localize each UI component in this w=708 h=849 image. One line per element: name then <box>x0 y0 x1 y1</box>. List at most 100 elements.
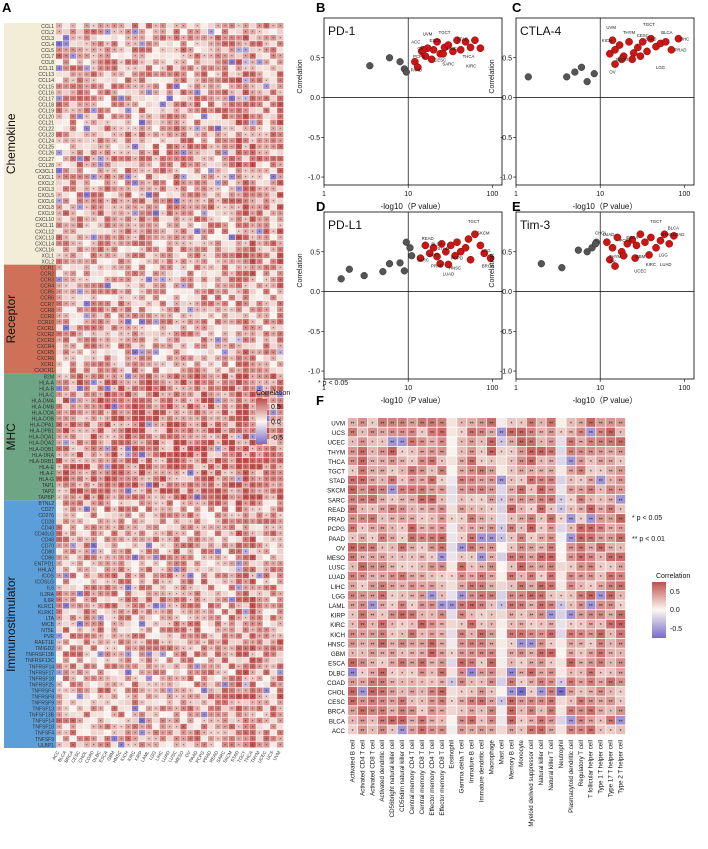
heatmap-a-cell <box>104 131 111 138</box>
heatmap-a-cell <box>62 77 70 83</box>
gene-label: HLA-B <box>39 386 54 392</box>
heatmap-a-cell <box>76 445 84 452</box>
heatmap-a-cell <box>145 41 153 47</box>
sig-mark: * <box>65 66 67 71</box>
heatmap-a-cell <box>83 41 90 47</box>
heatmap-a-cell <box>56 125 63 132</box>
heatmap-a-cell <box>277 149 284 156</box>
heatmap-a-cell <box>228 77 236 83</box>
sig-mark: * <box>279 24 281 29</box>
heatmap-a-cell <box>270 59 277 65</box>
heatmap-a-cell <box>166 518 173 524</box>
heatmap-a-cell <box>145 512 153 518</box>
heatmap-a-cell <box>249 71 256 77</box>
sig-mark: * <box>127 66 129 71</box>
heatmap-a-cell <box>159 89 166 95</box>
sig-mark: * <box>259 36 261 41</box>
heatmap-a-cell <box>180 77 187 83</box>
heatmap-a-cell <box>242 155 249 162</box>
heatmap-a-cell <box>249 29 256 35</box>
sig-mark: * <box>72 66 74 71</box>
heatmap-a-cell <box>270 204 277 210</box>
sig-mark: * <box>79 48 81 53</box>
heatmap-a-cell <box>249 313 256 319</box>
heatmap-a-cell <box>242 306 249 313</box>
heatmap-a-cell <box>208 282 215 289</box>
heatmap-a-cell <box>111 355 118 361</box>
heatmap-a-cell <box>208 343 215 349</box>
heatmap-a-cell <box>104 349 111 355</box>
gene-label: CCL24 <box>38 139 54 145</box>
gene-label: CXCL2 <box>38 181 54 187</box>
sig-mark: * <box>86 42 88 47</box>
sig-mark: * <box>176 60 178 65</box>
heatmap-a-cell <box>97 355 104 361</box>
sig-mark: * <box>197 30 199 35</box>
heatmap-a-cell <box>83 65 90 71</box>
heatmap-a-cell <box>270 192 277 198</box>
heatmap-a-cell <box>125 29 132 35</box>
sig-mark: * <box>141 36 143 41</box>
heatmap-a-cell <box>194 113 201 120</box>
heatmap-a-cell <box>111 47 118 53</box>
sig-mark: * <box>279 54 281 59</box>
sig-mark: * <box>245 78 247 83</box>
heatmap-a-cell <box>90 180 97 186</box>
heatmap-a-cell <box>69 23 77 29</box>
gene-label: HLA-DOA <box>32 411 55 417</box>
gene-label: TNFSF14 <box>32 719 54 725</box>
heatmap-a-cell <box>194 47 201 53</box>
heatmap-a-cell <box>118 23 125 29</box>
heatmap-a-cell <box>221 168 229 174</box>
gene-label: XCR1 <box>41 362 55 368</box>
heatmap-a-cell <box>83 95 90 102</box>
heatmap-a-cell <box>194 29 201 35</box>
heatmap-a-cell <box>228 119 236 126</box>
heatmap-a-cell <box>56 101 63 108</box>
heatmap-a-cell <box>97 35 104 41</box>
heatmap-a-cell <box>249 294 256 301</box>
heatmap-a-cell <box>62 149 70 156</box>
heatmap-a-cell <box>83 89 90 95</box>
heatmap-a-cell <box>83 228 90 234</box>
heatmap-a-cell <box>118 89 125 95</box>
gene-label: CCL17 <box>38 96 54 102</box>
sig-mark: * <box>279 72 281 77</box>
heatmap-a-cell <box>166 282 173 289</box>
sig-mark: * <box>134 102 136 107</box>
heatmap-a-cell <box>132 276 139 283</box>
heatmap-a-cell <box>97 506 104 512</box>
heatmap-a-cell <box>132 186 139 192</box>
gene-label: TNFSF4 <box>35 731 54 737</box>
sig-mark: * <box>279 42 281 47</box>
heatmap-a-cell <box>90 113 97 120</box>
heatmap-a-cell <box>228 23 236 29</box>
sig-mark: * <box>259 42 261 47</box>
gene-label: CXCR3 <box>37 338 54 344</box>
sig-mark: * <box>203 96 205 101</box>
sig-mark: * <box>114 48 116 53</box>
heatmap-a-cell <box>194 35 201 41</box>
heatmap-a-cell <box>56 180 63 186</box>
heatmap-a-cell <box>97 59 104 65</box>
heatmap-a-cell <box>221 325 229 331</box>
heatmap-a-cell <box>263 506 270 512</box>
heatmap-a-cell <box>152 306 160 313</box>
gene-label: HLA-DMA <box>31 398 54 404</box>
sig-mark: * <box>266 60 268 65</box>
sig-mark: * <box>86 66 88 71</box>
sig-mark: * <box>224 60 226 65</box>
heatmap-a-cell <box>173 367 180 373</box>
heatmap-a-cell <box>62 264 70 271</box>
sig-mark: * <box>183 90 185 95</box>
heatmap-a-cell <box>180 47 187 53</box>
gene-label: B2M <box>44 374 54 380</box>
sig-mark: * <box>134 84 136 89</box>
heatmap-a-cell <box>97 65 104 71</box>
heatmap-a-cell <box>228 41 236 47</box>
heatmap-a-cell <box>214 325 222 331</box>
heatmap-a-cell <box>138 47 146 53</box>
sig-mark: * <box>183 78 185 83</box>
heatmap-a-cells: * * * * * * * * * * * * * * * * * * * * * * * ** * * * * * * * * * * * * * * *… <box>56 23 284 748</box>
sig-mark: * <box>203 36 205 41</box>
